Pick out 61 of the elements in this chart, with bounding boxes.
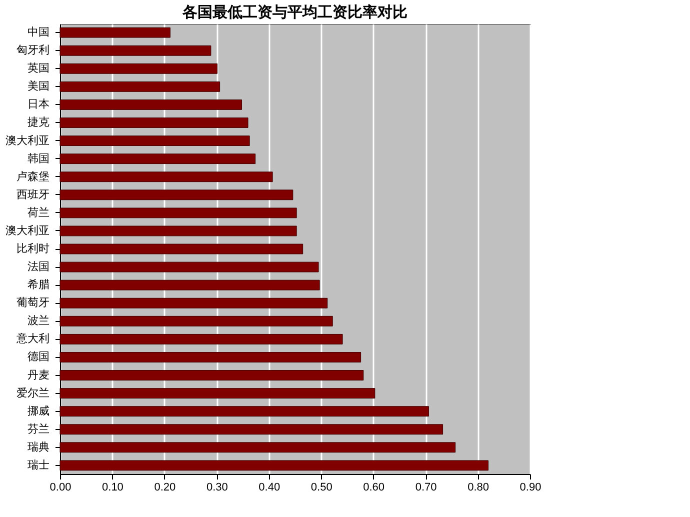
y-tick-label: 希腊 xyxy=(28,278,50,292)
y-tick-label: 法国 xyxy=(28,260,50,274)
y-tick-label: 西班牙 xyxy=(16,188,50,201)
bar xyxy=(60,388,376,398)
x-tick-label: 0.70 xyxy=(415,482,437,494)
bar xyxy=(60,442,456,453)
bar xyxy=(60,100,242,110)
y-tick-label: 英国 xyxy=(28,62,50,75)
y-tick-label: 比利时 xyxy=(16,242,50,255)
y-tick-label: 美国 xyxy=(28,80,50,93)
y-tick-label: 日本 xyxy=(28,98,50,111)
y-tick-label: 澳大利亚 xyxy=(6,224,50,237)
y-tick-label: 澳大利亚 xyxy=(6,134,50,147)
bar xyxy=(60,244,304,254)
bar xyxy=(60,370,364,380)
bar xyxy=(60,27,170,38)
y-tick-label: 葡萄牙 xyxy=(16,296,50,310)
y-tick-label: 波兰 xyxy=(28,314,50,328)
x-tick-label: 0.00 xyxy=(50,482,72,494)
y-tick-label: 德国 xyxy=(28,351,50,364)
bar xyxy=(60,316,333,326)
x-tick-label: 0.80 xyxy=(468,482,489,494)
y-tick-label: 丹麦 xyxy=(28,368,50,382)
y-tick-label: 芬兰 xyxy=(28,422,50,436)
x-tick-label: 0.40 xyxy=(258,482,280,494)
y-tick-label: 瑞士 xyxy=(28,458,50,472)
bar xyxy=(60,262,319,272)
y-tick-label: 匈牙利 xyxy=(16,44,50,57)
x-tick-label: 0.60 xyxy=(363,482,385,494)
bar xyxy=(60,334,343,344)
y-tick-label: 爱尔兰 xyxy=(16,386,50,400)
bar xyxy=(60,226,297,236)
y-tick-label: 挪威 xyxy=(28,404,50,418)
x-tick-label: 0.20 xyxy=(154,482,176,494)
bar xyxy=(60,208,297,218)
x-tick-label: 0.10 xyxy=(102,482,124,494)
bar xyxy=(60,280,320,290)
bar xyxy=(60,190,294,200)
bar xyxy=(60,424,444,435)
y-tick-label: 捷克 xyxy=(28,116,50,129)
y-tick-label: 中国 xyxy=(28,26,50,39)
x-tick-label: 0.30 xyxy=(206,482,228,494)
bar xyxy=(60,460,488,471)
bar xyxy=(60,136,250,146)
bar xyxy=(60,406,429,417)
bar xyxy=(60,45,212,56)
y-tick-label: 卢森堡 xyxy=(16,170,50,183)
y-tick-label: 意大利 xyxy=(16,332,50,346)
y-tick-label: 瑞典 xyxy=(28,440,50,454)
bar xyxy=(60,154,256,164)
bar xyxy=(60,118,248,128)
x-tick-label: 0.50 xyxy=(310,482,332,494)
bar xyxy=(60,81,220,92)
bar xyxy=(60,352,362,362)
x-tick-label: 0.90 xyxy=(520,482,542,494)
y-tick-label: 韩国 xyxy=(28,152,50,165)
y-tick-label: 荷兰 xyxy=(28,206,50,219)
bar xyxy=(60,298,328,308)
chart-title: 各国最低工资与平均工资比率对比 xyxy=(182,3,408,21)
bar xyxy=(60,63,218,74)
bar xyxy=(60,172,273,182)
